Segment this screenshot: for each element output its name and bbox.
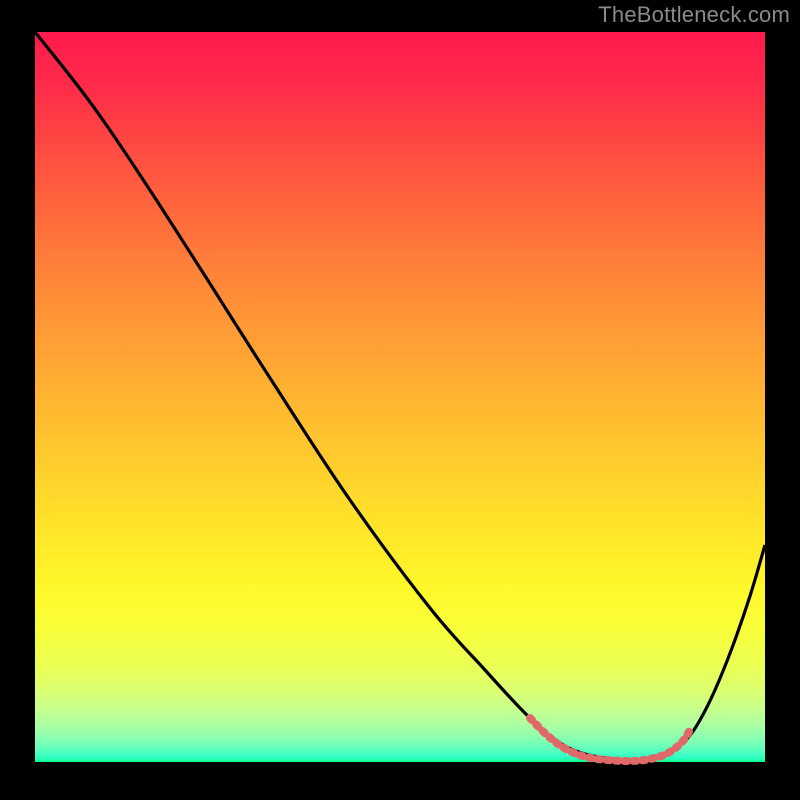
bottleneck-chart <box>0 0 800 800</box>
plot-gradient-background <box>35 32 765 762</box>
chart-container: TheBottleneck.com <box>0 0 800 800</box>
watermark-text: TheBottleneck.com <box>598 2 790 28</box>
